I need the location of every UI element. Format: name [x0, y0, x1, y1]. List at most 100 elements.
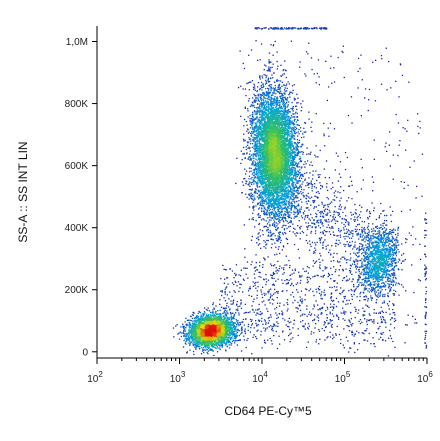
event-point — [239, 335, 240, 336]
event-point — [190, 316, 191, 317]
event-point — [221, 307, 222, 308]
event-point — [237, 330, 238, 331]
event-point — [212, 344, 213, 345]
event-point — [199, 348, 200, 349]
event-point — [227, 326, 228, 327]
event-point — [240, 324, 241, 325]
event-point — [173, 327, 174, 328]
event-point — [209, 346, 210, 347]
event-point — [195, 329, 196, 330]
event-point — [218, 318, 219, 319]
event-point — [211, 344, 212, 345]
event-point — [203, 338, 204, 339]
event-point — [199, 346, 200, 347]
event-point — [290, 111, 291, 112]
event-point — [222, 329, 223, 330]
event-point — [214, 320, 215, 321]
event-point — [217, 334, 218, 335]
event-point — [198, 313, 199, 314]
event-point — [285, 116, 286, 117]
event-point — [210, 319, 211, 320]
event-point — [205, 339, 206, 340]
event-point — [211, 315, 212, 316]
event-point — [255, 40, 256, 41]
event-point — [191, 328, 192, 329]
event-point — [232, 321, 233, 322]
event-point — [290, 222, 291, 223]
event-point — [200, 319, 201, 320]
event-point — [201, 353, 202, 354]
event-point — [222, 346, 223, 347]
event-point — [253, 219, 254, 220]
event-point — [212, 322, 213, 323]
event-point — [207, 318, 208, 319]
event-point — [238, 314, 239, 315]
event-point — [192, 318, 193, 319]
event-point — [193, 337, 194, 338]
event-point — [242, 321, 243, 322]
event-point — [194, 346, 195, 347]
event-point — [205, 317, 206, 318]
event-point — [314, 155, 315, 156]
event-point — [193, 312, 194, 313]
event-point — [269, 216, 270, 217]
event-point — [279, 215, 280, 216]
event-point — [198, 324, 199, 325]
event-point — [207, 344, 208, 345]
event-point — [192, 339, 193, 340]
event-point — [203, 335, 204, 336]
event-point — [297, 135, 298, 136]
event-point — [190, 320, 191, 321]
event-point — [203, 342, 204, 343]
event-point — [200, 328, 201, 329]
event-point — [240, 333, 241, 334]
event-point — [203, 315, 204, 316]
event-point — [253, 84, 254, 85]
event-point — [183, 335, 184, 336]
event-point — [204, 341, 205, 342]
event-point — [204, 328, 205, 329]
event-point — [224, 320, 225, 321]
event-point — [235, 340, 236, 341]
event-point — [232, 303, 233, 304]
event-point — [198, 326, 199, 327]
event-point — [198, 311, 199, 312]
event-point — [236, 321, 237, 322]
event-point — [186, 338, 187, 339]
event-point — [253, 209, 254, 210]
event-point — [202, 313, 203, 314]
event-point — [194, 339, 195, 340]
event-point — [215, 332, 216, 333]
event-point — [218, 338, 219, 339]
event-point — [250, 138, 251, 139]
event-point — [194, 323, 195, 324]
event-point — [234, 322, 235, 323]
event-point — [298, 200, 299, 201]
event-point — [197, 332, 198, 333]
event-point — [212, 350, 213, 351]
event-point — [216, 345, 217, 346]
event-point — [229, 319, 230, 320]
event-point — [191, 341, 192, 342]
event-point — [175, 326, 176, 327]
event-point — [210, 318, 211, 319]
event-point — [224, 328, 225, 329]
event-point — [208, 351, 209, 352]
event-point — [217, 325, 218, 326]
event-point — [194, 325, 195, 326]
event-point — [227, 334, 228, 335]
event-point — [194, 318, 195, 319]
event-point — [258, 154, 259, 155]
event-point — [276, 204, 277, 205]
event-point — [203, 352, 204, 353]
event-point — [205, 331, 206, 332]
event-point — [262, 230, 263, 231]
event-point — [214, 344, 215, 345]
event-point — [206, 342, 207, 343]
event-point — [204, 333, 205, 334]
event-point — [231, 332, 232, 333]
event-point — [200, 333, 201, 334]
event-point — [238, 324, 239, 325]
event-point — [209, 340, 210, 341]
event-point — [219, 326, 220, 327]
